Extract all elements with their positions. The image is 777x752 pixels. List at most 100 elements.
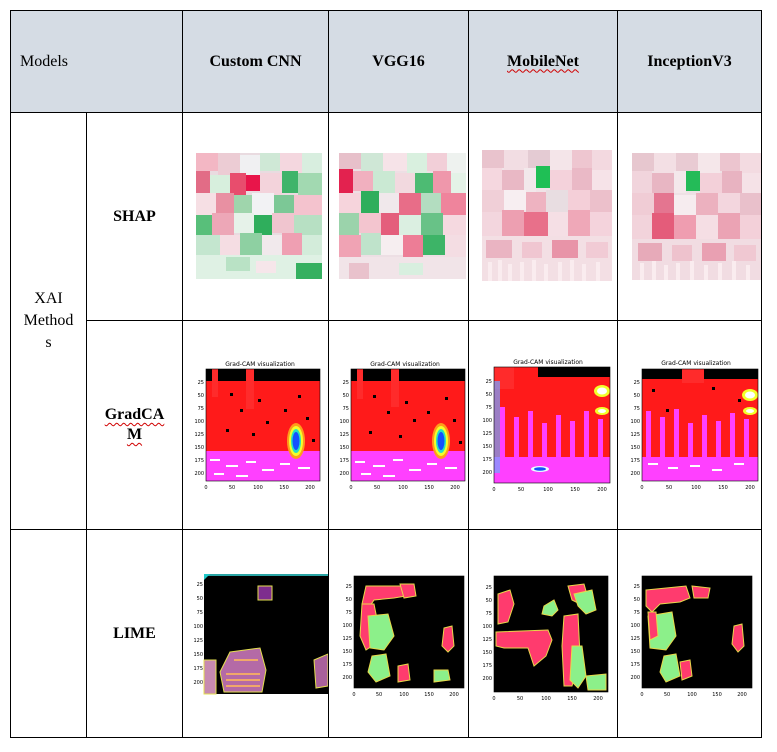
svg-text:25: 25	[343, 380, 349, 386]
svg-text:25: 25	[486, 585, 492, 591]
svg-text:150: 150	[630, 649, 640, 655]
column-label: InceptionV3	[647, 52, 732, 70]
xai-comparison-table: Models Custom CNN VGG16 MobileNet Incept…	[10, 10, 762, 738]
svg-text:150: 150	[339, 445, 349, 451]
svg-text:175: 175	[482, 663, 492, 669]
svg-text:50: 50	[376, 692, 382, 698]
column-label: Custom CNN	[209, 52, 302, 70]
shap-map-vgg16	[339, 153, 466, 279]
svg-text:25: 25	[634, 584, 640, 590]
svg-text:200: 200	[593, 696, 603, 702]
lime-plot-custom-cnn: 25 50 75 100 125 150 175 200	[192, 572, 328, 700]
shap-map-mobilenet	[482, 150, 612, 281]
svg-text:125: 125	[630, 636, 640, 642]
svg-text:100: 100	[543, 487, 553, 493]
svg-text:150: 150	[630, 445, 640, 451]
gradcam-title: Grad-CAM visualization	[225, 361, 295, 368]
svg-text:50: 50	[634, 597, 640, 603]
svg-text:25: 25	[346, 584, 352, 590]
lime-plot-mobilenet: 25 50 75 100 125 150 175 200 0 50 100 15…	[482, 572, 610, 704]
svg-text:50: 50	[198, 393, 204, 399]
gradcam-plot-inceptionv3: Grad-CAM visualization	[628, 357, 760, 494]
svg-text:100: 100	[630, 623, 640, 629]
svg-text:175: 175	[630, 458, 640, 464]
gradcam-plot-mobilenet: Grad-CAM visualization 25 50 75	[480, 355, 612, 495]
svg-text:75: 75	[634, 406, 640, 412]
svg-text:0: 0	[349, 485, 352, 491]
row-header-lime: LIME	[86, 529, 183, 738]
svg-text:25: 25	[486, 379, 492, 385]
svg-text:100: 100	[691, 485, 701, 491]
svg-text:125: 125	[482, 637, 492, 643]
row-label: SHAP	[113, 207, 156, 225]
svg-text:50: 50	[343, 393, 349, 399]
svg-text:200: 200	[482, 676, 492, 682]
svg-text:175: 175	[482, 457, 492, 463]
row-header-gradcam: GradCA M	[86, 320, 183, 530]
svg-text:200: 200	[630, 471, 640, 477]
svg-text:150: 150	[482, 444, 492, 450]
column-header-vgg16: VGG16	[328, 10, 469, 113]
svg-text:175: 175	[194, 458, 204, 464]
svg-text:150: 150	[193, 652, 203, 658]
svg-text:100: 100	[193, 624, 203, 630]
svg-text:100: 100	[482, 624, 492, 630]
svg-text:200: 200	[305, 485, 315, 491]
svg-text:0: 0	[492, 487, 495, 493]
svg-text:50: 50	[518, 487, 524, 493]
svg-text:200: 200	[339, 471, 349, 477]
svg-text:150: 150	[424, 692, 434, 698]
lime-plot-vgg16: 25 50 75 100 125 150 175 200 0 50 100 15…	[342, 572, 466, 700]
svg-text:175: 175	[339, 458, 349, 464]
gradcam-title: Grad-CAM visualization	[513, 359, 583, 366]
svg-text:50: 50	[229, 485, 235, 491]
svg-text:150: 150	[567, 696, 577, 702]
xai-methods-group-cell: XAI Method s	[10, 112, 87, 530]
svg-text:175: 175	[193, 666, 203, 672]
column-label: VGG16	[372, 52, 425, 70]
row-header-shap: SHAP	[86, 112, 183, 321]
svg-text:100: 100	[398, 485, 408, 491]
svg-text:25: 25	[197, 582, 203, 588]
svg-text:125: 125	[482, 431, 492, 437]
column-label: MobileNet	[507, 52, 579, 70]
svg-text:50: 50	[486, 392, 492, 398]
svg-text:200: 200	[597, 487, 607, 493]
svg-text:175: 175	[630, 662, 640, 668]
svg-text:75: 75	[346, 610, 352, 616]
svg-text:125: 125	[194, 432, 204, 438]
column-header-inceptionv3: InceptionV3	[617, 10, 762, 113]
svg-text:125: 125	[630, 432, 640, 438]
xai-methods-label: XAI Method s	[23, 290, 74, 351]
svg-text:25: 25	[634, 380, 640, 386]
svg-text:100: 100	[687, 692, 697, 698]
svg-text:75: 75	[197, 610, 203, 616]
svg-text:50: 50	[374, 485, 380, 491]
shap-map-custom-cnn	[196, 153, 322, 279]
svg-text:50: 50	[197, 596, 203, 602]
svg-text:100: 100	[339, 419, 349, 425]
svg-text:25: 25	[198, 380, 204, 386]
svg-text:200: 200	[630, 675, 640, 681]
svg-text:200: 200	[194, 471, 204, 477]
svg-text:150: 150	[712, 692, 722, 698]
svg-text:200: 200	[449, 692, 459, 698]
models-header-cell: Models	[10, 10, 183, 113]
svg-text:100: 100	[253, 485, 263, 491]
row-label: GradCA M	[104, 406, 165, 443]
models-label: Models	[20, 52, 68, 70]
svg-text:75: 75	[486, 611, 492, 617]
svg-text:200: 200	[193, 680, 203, 686]
gradcam-plot-vgg16: Grad-CAM visualization	[339, 358, 467, 492]
column-header-custom-cnn: Custom CNN	[182, 10, 329, 113]
svg-text:50: 50	[517, 696, 523, 702]
svg-text:150: 150	[482, 650, 492, 656]
svg-text:150: 150	[194, 445, 204, 451]
svg-text:75: 75	[343, 406, 349, 412]
svg-text:200: 200	[450, 485, 460, 491]
svg-text:150: 150	[570, 487, 580, 493]
xai-methods-empty-cell	[10, 529, 87, 738]
svg-text:150: 150	[718, 485, 728, 491]
svg-text:100: 100	[541, 696, 551, 702]
row-label: LIME	[113, 624, 156, 642]
